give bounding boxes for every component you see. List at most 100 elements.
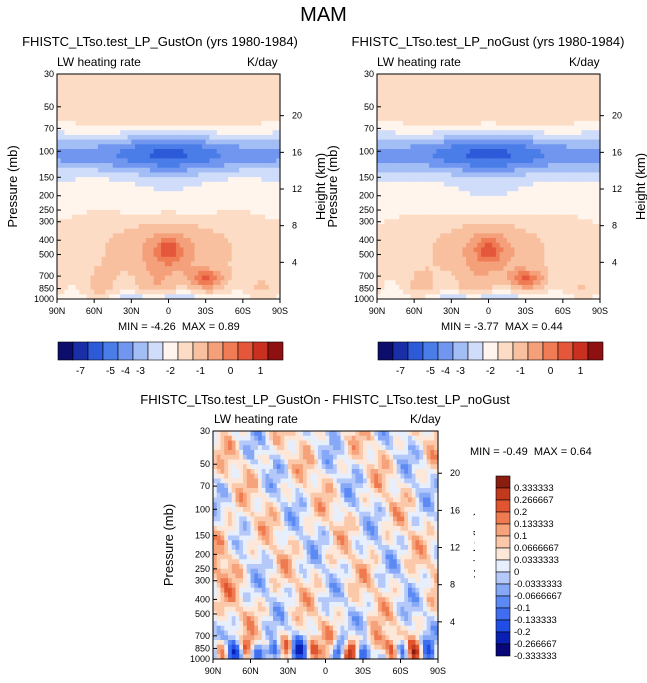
panel-2-cell bbox=[469, 224, 475, 230]
panel-2-cell bbox=[547, 102, 553, 108]
panel-2-cell bbox=[488, 74, 493, 80]
panel-2-cell bbox=[466, 167, 471, 174]
panel-2-cell bbox=[596, 97, 601, 103]
panel-2-cell bbox=[462, 125, 467, 131]
panel-2-cell bbox=[559, 158, 564, 164]
panel-1-cell bbox=[109, 205, 114, 211]
panel-1-cell bbox=[142, 195, 147, 202]
panel-1-cell bbox=[157, 242, 162, 249]
panel-1-cell bbox=[94, 106, 99, 113]
panel-2-cell bbox=[488, 158, 493, 164]
panel-2-cell bbox=[417, 205, 423, 211]
panel-1-cell bbox=[116, 111, 121, 117]
panel-1-cell bbox=[220, 92, 225, 99]
panel-1-cell bbox=[149, 228, 155, 234]
panel-1-cell bbox=[253, 252, 259, 258]
panel-1-cell bbox=[101, 209, 106, 216]
panel-2-cell bbox=[429, 134, 434, 141]
panel-2-cell bbox=[577, 158, 583, 164]
panel-1-cell bbox=[205, 195, 210, 202]
panel-1-cell bbox=[164, 191, 170, 197]
panel-1-cell bbox=[224, 177, 229, 183]
panel-2-cell bbox=[592, 116, 597, 122]
panel-2-cell bbox=[518, 74, 523, 80]
panel-2-cell bbox=[529, 191, 534, 197]
panel-1-cell bbox=[198, 261, 203, 267]
panel-1-cell bbox=[101, 284, 106, 291]
panel-2-cell bbox=[481, 219, 486, 225]
panel-2-cell bbox=[544, 97, 549, 103]
panel-1-cell bbox=[213, 247, 218, 253]
panel-2-cell bbox=[447, 120, 452, 127]
panel-1-cell bbox=[235, 256, 240, 263]
panel-2-cell bbox=[570, 97, 575, 103]
panel-1-cell bbox=[97, 120, 103, 127]
panel-1-cell bbox=[168, 270, 173, 277]
panel-1-cell bbox=[75, 238, 80, 244]
panel-1-cell bbox=[157, 120, 162, 127]
panel-1-cell bbox=[261, 111, 266, 117]
panel-1-cell bbox=[261, 228, 266, 234]
panel-1-cell bbox=[146, 252, 151, 258]
panel-1-cell bbox=[183, 125, 188, 131]
panel-1-cell bbox=[64, 219, 69, 225]
panel-1-cell bbox=[227, 219, 233, 225]
panel-2-cell bbox=[477, 228, 482, 234]
panel-2-cell bbox=[495, 116, 501, 122]
panel-2-cell bbox=[566, 125, 571, 131]
panel-1-cell bbox=[60, 233, 66, 239]
panel-2-cell bbox=[573, 191, 579, 197]
panel-2-cell bbox=[518, 167, 523, 174]
panel-1-cell bbox=[75, 261, 80, 267]
panel-1-cell bbox=[242, 120, 248, 127]
panel-1-cell bbox=[268, 242, 274, 249]
panel-1-cell bbox=[83, 186, 88, 192]
panel-1-cell bbox=[272, 280, 277, 286]
panel-2-cell bbox=[440, 97, 445, 103]
panel-1-cell bbox=[94, 205, 99, 211]
panel-1-cell bbox=[187, 186, 192, 192]
panel-2-cell bbox=[380, 158, 386, 164]
panel-1-cell bbox=[135, 163, 140, 169]
panel-2-cell bbox=[525, 163, 530, 169]
panel-2-cell bbox=[406, 195, 412, 202]
panel-2-cell bbox=[570, 214, 575, 220]
panel-2-cell bbox=[406, 191, 412, 197]
panel-2-cell bbox=[440, 177, 445, 183]
panel-1-cell bbox=[172, 130, 177, 136]
panel-1-cell bbox=[257, 120, 263, 127]
panel-2-cell bbox=[499, 125, 504, 131]
panel-1-cell bbox=[101, 242, 106, 249]
panel-1-cell bbox=[112, 289, 118, 295]
panel-1-cell bbox=[71, 205, 77, 211]
panel-1-cell bbox=[198, 149, 203, 155]
panel-1-cell bbox=[97, 125, 103, 131]
panel-2-cell bbox=[585, 153, 590, 159]
panel-1-cell bbox=[231, 149, 236, 155]
panel-1-cell bbox=[239, 172, 244, 178]
panel-2-cell bbox=[410, 144, 415, 150]
panel-1-cell bbox=[239, 116, 244, 122]
panel-1-cell bbox=[183, 280, 188, 286]
panel-2-cell bbox=[533, 106, 538, 113]
panel-1-cell bbox=[116, 172, 121, 178]
panel-1-cell bbox=[194, 125, 199, 131]
panel-1-cell bbox=[268, 92, 274, 99]
panel-2-cell bbox=[544, 102, 549, 108]
panel-1-cell bbox=[261, 252, 266, 258]
panel-2-cell bbox=[596, 106, 601, 113]
panel-1-cell bbox=[68, 266, 73, 272]
panel-1-cell bbox=[83, 214, 88, 220]
panel-1-cell bbox=[94, 261, 99, 267]
panel-1-cell bbox=[227, 261, 233, 267]
panel-1-cell bbox=[224, 294, 229, 300]
panel-1-cell bbox=[220, 177, 225, 183]
panel-2-cell bbox=[455, 149, 460, 155]
panel-1-cell bbox=[272, 209, 277, 216]
panel-1-cell bbox=[101, 102, 106, 108]
panel-2-cell bbox=[503, 134, 508, 141]
panel-1-cell bbox=[179, 214, 184, 220]
panel-2-cell bbox=[447, 186, 452, 192]
panel-1-cell bbox=[161, 144, 166, 150]
panel-2-cell bbox=[377, 186, 382, 192]
